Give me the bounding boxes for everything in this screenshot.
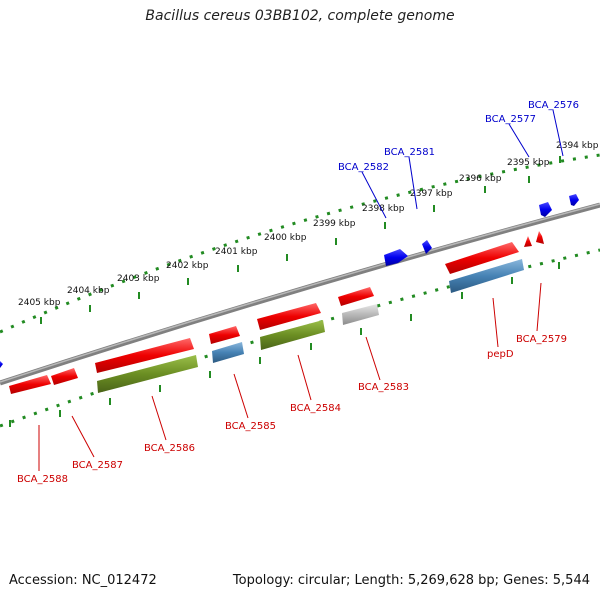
genome-summary-text: Topology: circular; Length: 5,269,628 bp… <box>232 573 590 588</box>
gene-label-bca-2576[interactable]: BCA_2576 <box>528 100 579 111</box>
feature-bca-2586-cds[interactable] <box>95 338 194 373</box>
accession-text: Accession: NC_012472 <box>9 573 157 588</box>
gene-label-pepd[interactable]: pepD <box>487 349 514 360</box>
tick-label: 2397 kbp <box>410 189 453 199</box>
feature-bca-2588[interactable] <box>9 375 51 394</box>
feature-bca-2581[interactable] <box>422 240 432 254</box>
feature-bca-2585-cds[interactable] <box>209 326 240 344</box>
gene-label-bca-2583[interactable]: BCA_2583 <box>358 382 409 393</box>
feature-bca-2585-gene[interactable] <box>212 342 244 363</box>
gene-label-bca-2588[interactable]: BCA_2588 <box>17 474 68 485</box>
forward-labels: BCA_2576 BCA_2577 BCA_2581 BCA_2582 <box>338 100 579 173</box>
feature-left-edge[interactable] <box>0 361 3 368</box>
feature-pepd-gene[interactable] <box>449 259 524 293</box>
feature-bca-2584-gene[interactable] <box>260 320 325 350</box>
tick-label: 2399 kbp <box>313 219 356 229</box>
outer-tick-track <box>0 153 600 334</box>
genome-backbone <box>0 202 600 386</box>
feature-bca-2583-gene[interactable] <box>342 304 379 325</box>
gene-label-bca-2579[interactable]: BCA_2579 <box>516 334 567 345</box>
forward-leaders <box>361 109 564 219</box>
tick-label: 2405 kbp <box>18 298 61 308</box>
scale-labels: 2394 kbp 2395 kbp 2396 kbp 2397 kbp 2398… <box>18 141 599 308</box>
feature-bca-2576[interactable] <box>569 194 579 206</box>
gene-label-bca-2586[interactable]: BCA_2586 <box>144 443 195 454</box>
gene-label-bca-2581[interactable]: BCA_2581 <box>384 147 435 158</box>
feature-bca-2579-b[interactable] <box>524 236 532 247</box>
gene-label-bca-2577[interactable]: BCA_2577 <box>485 114 536 125</box>
map-title: Bacillus cereus 03BB102, complete genome <box>145 8 455 24</box>
inner-major-ticks <box>9 262 560 427</box>
tick-label: 2398 kbp <box>362 204 405 214</box>
tick-label: 2396 kbp <box>459 174 502 184</box>
feature-bca-2583-cds[interactable] <box>338 287 374 306</box>
tick-label: 2400 kbp <box>264 233 307 243</box>
tick-label: 2394 kbp <box>556 141 599 151</box>
reverse-leaders <box>38 282 542 471</box>
feature-bca-2577[interactable] <box>539 202 552 217</box>
forward-features <box>0 194 579 368</box>
feature-bca-2582[interactable] <box>384 249 408 266</box>
reverse-labels: BCA_2579 pepD BCA_2583 BCA_2584 BCA_2585… <box>17 334 567 485</box>
gene-label-bca-2587[interactable]: BCA_2587 <box>72 460 123 471</box>
tick-label: 2402 kbp <box>166 261 209 271</box>
tick-label: 2403 kbp <box>117 274 160 284</box>
outer-major-ticks <box>40 156 561 324</box>
gene-label-bca-2584[interactable]: BCA_2584 <box>290 403 341 414</box>
tick-label: 2395 kbp <box>507 158 550 168</box>
tick-label: 2401 kbp <box>215 247 258 257</box>
feature-bca-2579-a[interactable] <box>536 231 544 244</box>
gene-label-bca-2582[interactable]: BCA_2582 <box>338 162 389 173</box>
feature-bca-2584-cds[interactable] <box>257 303 321 330</box>
reverse-features <box>9 231 544 394</box>
feature-pepd-cds[interactable] <box>445 242 519 274</box>
tick-label: 2404 kbp <box>67 286 110 296</box>
feature-bca-2587[interactable] <box>51 368 78 385</box>
gene-label-bca-2585[interactable]: BCA_2585 <box>225 421 276 432</box>
feature-bca-2586-gene[interactable] <box>97 355 198 393</box>
genome-backbone-highlight <box>0 203 600 383</box>
